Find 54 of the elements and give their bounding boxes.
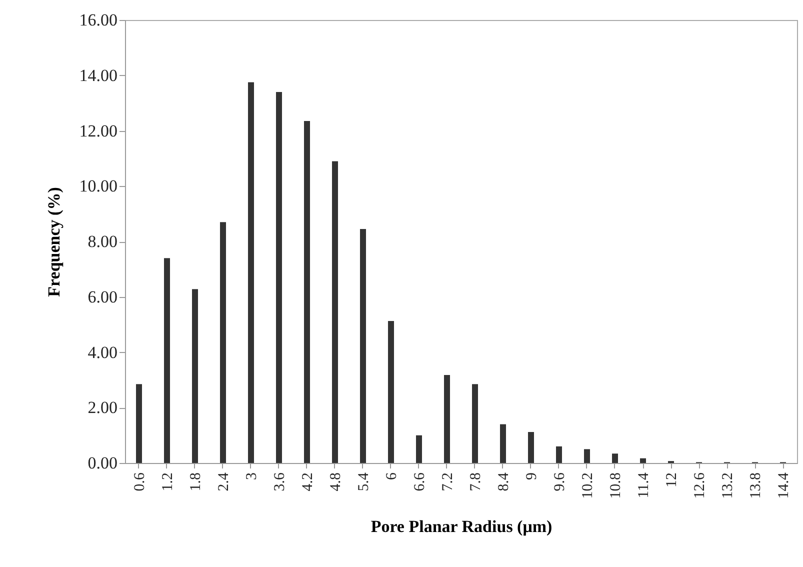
bar bbox=[388, 320, 394, 463]
y-tick-label: 2.00 bbox=[88, 398, 118, 418]
bar bbox=[612, 454, 618, 463]
bar bbox=[248, 82, 254, 463]
x-tick-label: 0.6 bbox=[132, 472, 148, 492]
y-tick-label: 10.00 bbox=[79, 176, 118, 196]
y-tick-label: 4.00 bbox=[88, 342, 118, 362]
x-tick-label: 12 bbox=[664, 472, 680, 488]
bar bbox=[500, 424, 506, 463]
y-tick-label: 16.00 bbox=[79, 10, 118, 30]
x-tick-label: 12.6 bbox=[692, 472, 708, 499]
x-tick-label: 1.2 bbox=[160, 472, 176, 492]
x-tick-label: 9.6 bbox=[552, 472, 568, 492]
x-tick-label: 2.4 bbox=[216, 472, 232, 492]
x-tick-label: 7.2 bbox=[440, 472, 456, 492]
bar bbox=[332, 161, 338, 463]
bar bbox=[416, 435, 422, 463]
x-tick-label: 4.2 bbox=[300, 472, 316, 492]
bar bbox=[640, 458, 646, 463]
bar bbox=[472, 384, 478, 463]
x-tick-label: 13.8 bbox=[748, 472, 764, 499]
y-tick-label: 14.00 bbox=[79, 66, 118, 85]
y-tick-label: 8.00 bbox=[88, 232, 118, 251]
x-tick-label: 11.4 bbox=[636, 472, 652, 498]
bar bbox=[304, 121, 310, 463]
bar bbox=[164, 258, 170, 463]
x-tick-label: 10.8 bbox=[608, 472, 624, 499]
x-tick-label: 6.6 bbox=[412, 472, 428, 492]
x-tick-label: 3 bbox=[244, 472, 260, 480]
x-tick-label: 5.4 bbox=[356, 472, 372, 492]
bar bbox=[360, 229, 366, 463]
bar bbox=[192, 289, 198, 463]
x-tick-label: 13.2 bbox=[720, 472, 736, 499]
y-tick-label: 12.00 bbox=[79, 121, 118, 140]
bar bbox=[276, 92, 282, 463]
x-tick-label: 6 bbox=[384, 472, 400, 480]
bar bbox=[528, 432, 534, 463]
bar bbox=[556, 446, 562, 463]
x-tick-label: 3.6 bbox=[272, 472, 288, 492]
y-tick-label: 6.00 bbox=[88, 287, 118, 306]
x-tick-label: 4.8 bbox=[328, 472, 344, 492]
bar bbox=[584, 449, 590, 463]
bar bbox=[444, 374, 450, 463]
x-tick-label: 8.4 bbox=[496, 472, 512, 492]
y-tick-label: 0.00 bbox=[88, 454, 118, 472]
bar bbox=[220, 222, 226, 463]
y-axis-title: Frequency (%) bbox=[44, 187, 64, 297]
bar bbox=[136, 384, 142, 463]
x-tick-label: 14.4 bbox=[776, 472, 792, 499]
x-tick-label: 9 bbox=[524, 472, 540, 480]
x-tick-label: 10.2 bbox=[580, 472, 596, 499]
x-tick-label: 1.8 bbox=[188, 472, 204, 492]
x-tick-label: 7.8 bbox=[468, 472, 484, 492]
x-axis-title: Pore Planar Radius (μm) bbox=[370, 516, 552, 536]
